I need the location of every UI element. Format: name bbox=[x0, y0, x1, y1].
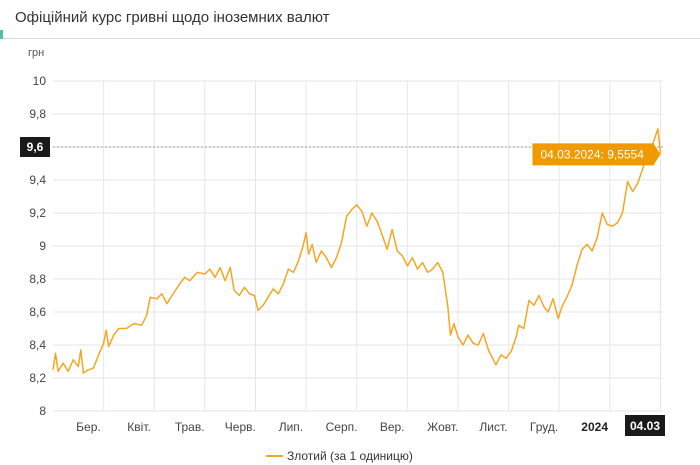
y-axis-ticks: 10 9,8 9,6 9,4 9,2 9 8,8 8,6 8,4 8,2 8 bbox=[29, 74, 46, 418]
y-tick-label: 8,4 bbox=[29, 338, 46, 352]
x-tick-label: Черв. bbox=[225, 420, 256, 434]
current-date-box bbox=[625, 415, 665, 436]
horizontal-gridlines bbox=[53, 80, 663, 412]
x-tick-label: Вер. bbox=[380, 420, 405, 434]
exchange-rate-chart: грн 10 9,8 9,6 9,4 9,2 9 8,8 8,6 8,4 8,2 8 Бер. Кві… bbox=[20, 47, 665, 463]
y-tick-label: 8,6 bbox=[29, 305, 46, 319]
current-value-label: 9,6 bbox=[27, 140, 44, 154]
x-tick-label: Лист. bbox=[479, 420, 507, 434]
y-tick-label: 8,8 bbox=[29, 272, 46, 286]
x-tick-label: Жовт. bbox=[427, 420, 458, 434]
y-tick-label: 10 bbox=[33, 74, 47, 88]
y-tick-label: 9,2 bbox=[29, 206, 46, 220]
tooltip-text: 04.03.2024: 9,5554 bbox=[540, 147, 644, 161]
header: Офіційний курс гривні щодо іноземних вал… bbox=[0, 0, 700, 39]
tooltip: 04.03.2024: 9,5554 bbox=[532, 143, 661, 166]
x-tick-label: Квіт. bbox=[127, 420, 151, 434]
x-tick-label: Лип. bbox=[279, 420, 303, 434]
x-tick-label: Трав. bbox=[175, 420, 205, 434]
y-tick-label: 8,2 bbox=[29, 371, 46, 385]
header-accent bbox=[0, 30, 3, 39]
current-value-box bbox=[20, 137, 50, 157]
tooltip-box bbox=[532, 143, 661, 166]
y-axis-title: грн bbox=[28, 47, 44, 59]
y-tick-label: 8 bbox=[39, 404, 46, 418]
x-tick-label: Бер. bbox=[76, 420, 101, 434]
x-tick-label: 2024 bbox=[581, 420, 608, 434]
y-tick-label: 9,8 bbox=[29, 107, 46, 121]
series-line-zloty[interactable] bbox=[52, 128, 662, 374]
x-tick-label: Серп. bbox=[326, 420, 358, 434]
page-title: Офіційний курс гривні щодо іноземних вал… bbox=[15, 9, 330, 26]
x-axis-ticks: Бер. Квіт. Трав. Черв. Лип. Серп. Вер. Жовт. Лис… bbox=[76, 420, 608, 434]
y-tick-label: 9,4 bbox=[29, 173, 46, 187]
current-value-marker: 9,6 bbox=[20, 137, 50, 157]
current-date-label: 04.03 bbox=[630, 419, 660, 433]
legend[interactable]: Злотий (за 1 одиницю) bbox=[266, 449, 413, 463]
legend-label[interactable]: Злотий (за 1 одиницю) bbox=[287, 449, 413, 463]
x-tick-label: Груд. bbox=[530, 420, 558, 434]
current-date-marker: 04.03 bbox=[625, 415, 665, 436]
y-tick-label: 9 bbox=[39, 239, 46, 253]
